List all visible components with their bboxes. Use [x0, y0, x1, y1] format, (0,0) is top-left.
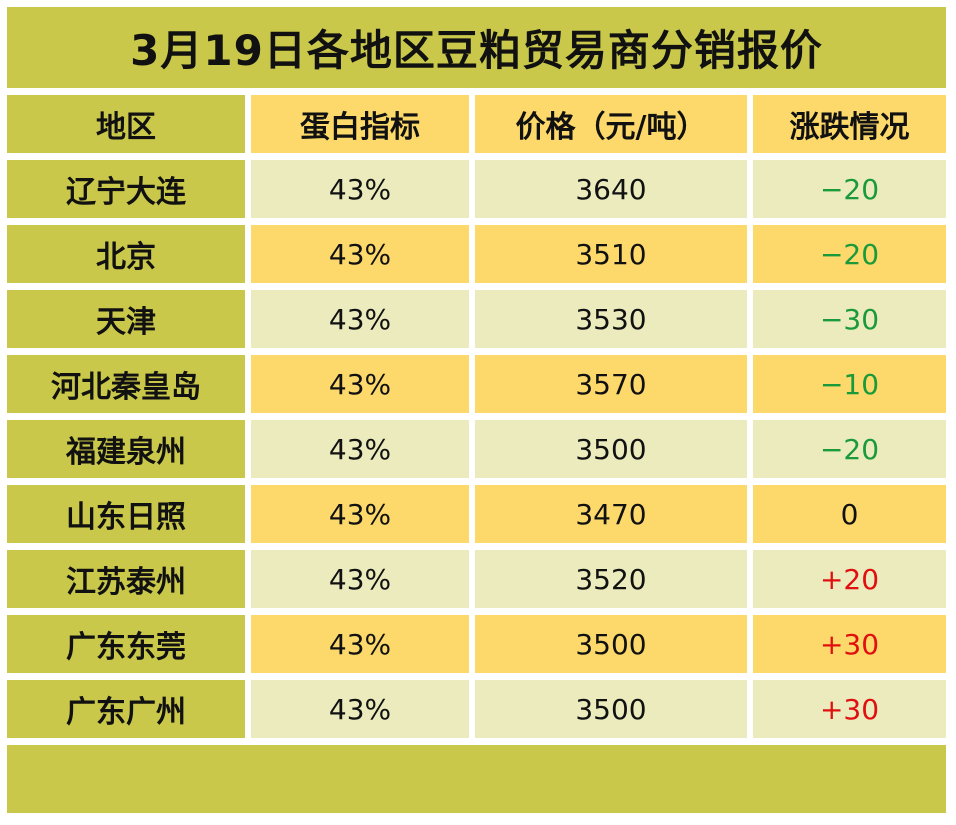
- header-protein: 蛋白指标: [251, 95, 469, 153]
- price-cell: 3510: [475, 225, 747, 283]
- protein-cell: 43%: [251, 680, 469, 738]
- region-cell: 山东日照: [7, 485, 245, 543]
- region-cell: 河北秦皇岛: [7, 355, 245, 413]
- price-cell: 3530: [475, 290, 747, 348]
- protein-cell: 43%: [251, 485, 469, 543]
- protein-cell: 43%: [251, 615, 469, 673]
- region-cell: 福建泉州: [7, 420, 245, 478]
- change-cell: +30: [753, 615, 946, 673]
- region-cell: 天津: [7, 290, 245, 348]
- change-cell: +20: [753, 550, 946, 608]
- region-cell: 广东东莞: [7, 615, 245, 673]
- protein-cell: 43%: [251, 420, 469, 478]
- header-region: 地区: [7, 95, 245, 153]
- price-cell: 3640: [475, 160, 747, 218]
- protein-cell: 43%: [251, 160, 469, 218]
- protein-cell: 43%: [251, 355, 469, 413]
- region-cell: 北京: [7, 225, 245, 283]
- region-cell: 辽宁大连: [7, 160, 245, 218]
- header-change: 涨跌情况: [753, 95, 946, 153]
- protein-cell: 43%: [251, 550, 469, 608]
- change-cell: −20: [753, 160, 946, 218]
- price-cell: 3500: [475, 615, 747, 673]
- header-price: 价格（元/吨）: [475, 95, 747, 153]
- change-cell: −20: [753, 420, 946, 478]
- protein-cell: 43%: [251, 290, 469, 348]
- change-cell: −10: [753, 355, 946, 413]
- page-title: 3月19日各地区豆粕贸易商分销报价: [130, 26, 823, 75]
- price-cell: 3520: [475, 550, 747, 608]
- change-cell: −20: [753, 225, 946, 283]
- footer-bar: [7, 745, 946, 813]
- region-cell: 江苏泰州: [7, 550, 245, 608]
- change-cell: +30: [753, 680, 946, 738]
- protein-cell: 43%: [251, 225, 469, 283]
- change-cell: 0: [753, 485, 946, 543]
- title-bar: 3月19日各地区豆粕贸易商分销报价: [7, 7, 946, 88]
- change-cell: −30: [753, 290, 946, 348]
- price-cell: 3570: [475, 355, 747, 413]
- price-table: 地区 蛋白指标 价格（元/吨） 涨跌情况 辽宁大连 43% 3640 −20 北…: [7, 95, 946, 738]
- price-cell: 3500: [475, 680, 747, 738]
- price-cell: 3470: [475, 485, 747, 543]
- price-cell: 3500: [475, 420, 747, 478]
- region-cell: 广东广州: [7, 680, 245, 738]
